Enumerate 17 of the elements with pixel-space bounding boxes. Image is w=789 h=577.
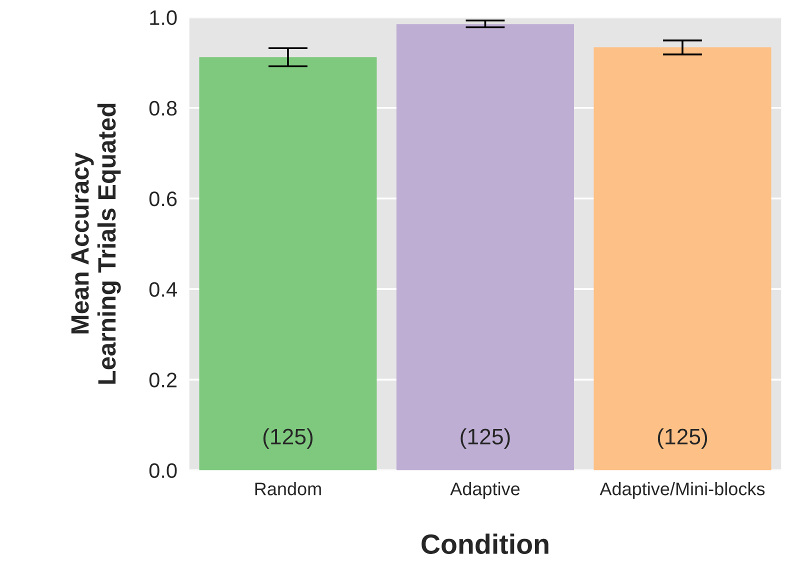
bar — [396, 24, 574, 470]
y-tick-label: 0.8 — [149, 100, 177, 116]
y-tick-label: 0.0 — [149, 463, 177, 478]
y-axis-title: Mean Accuracy Learning Trials Equated — [71, 104, 121, 384]
x-tick-label: Adaptive/Mini-blocks — [600, 482, 765, 499]
x-tick-label: Adaptive — [450, 482, 520, 499]
annotation: (125) — [460, 428, 510, 449]
annotation: (125) — [263, 428, 313, 449]
x-tick-label: Random — [255, 482, 321, 496]
bar — [199, 57, 377, 470]
y-tick-label: 0.6 — [149, 191, 177, 206]
y-tick-label: 0.4 — [149, 282, 177, 297]
y-tick-label: 0.2 — [149, 372, 177, 388]
y-tick-label: 1.0 — [150, 10, 177, 26]
annotation: (125) — [658, 428, 708, 449]
x-axis-title: Condition — [422, 534, 548, 554]
bar — [594, 47, 772, 470]
